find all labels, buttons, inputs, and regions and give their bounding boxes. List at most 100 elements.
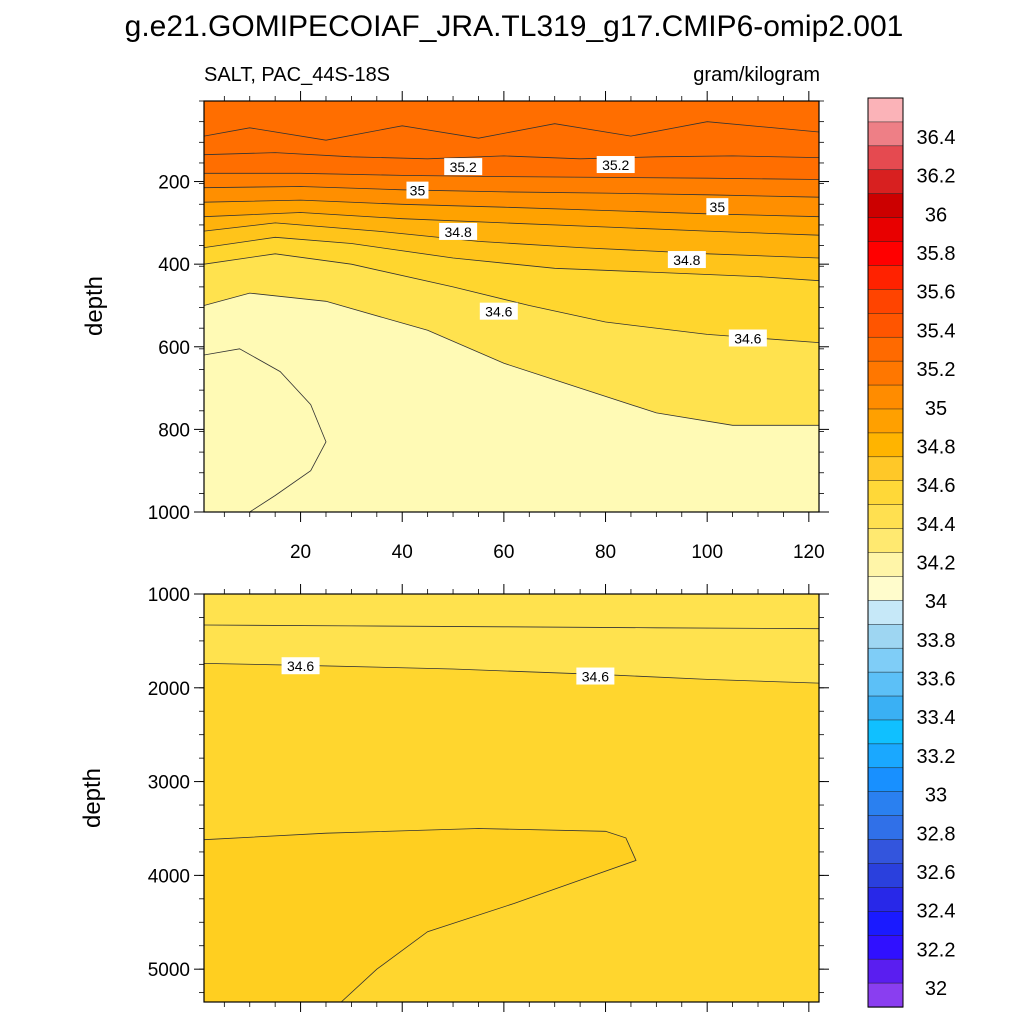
- colorbar-label: 34.2: [917, 553, 956, 575]
- colorbar-label: 35.2: [917, 359, 956, 381]
- top-panel: 35.2 35.2 35 35 34.8 34.8 34.6 34.6 200 400 600 800…: [148, 91, 829, 563]
- colorbar-swatch: [867, 217, 904, 243]
- contour-label: 34.6: [728, 329, 767, 347]
- y-tick-label: 1000: [148, 503, 190, 524]
- contour-line-34.6: [204, 236, 819, 282]
- y-tick-label: 2000: [148, 679, 190, 700]
- colorbar-label: 34.4: [917, 514, 956, 536]
- colorbar-swatch: [867, 121, 904, 147]
- contour-label: 34.6: [479, 302, 518, 320]
- colorbar-swatch: [867, 528, 904, 554]
- top-y-axis-label: depth: [81, 276, 108, 336]
- contour-fill-34.7: [204, 828, 636, 1002]
- contour-line-35.3: [204, 121, 819, 141]
- colorbar-swatch: [867, 552, 904, 578]
- colorbar-swatch: [867, 600, 904, 625]
- colorbar-swatch: [867, 863, 904, 889]
- colorbar-swatch: [867, 241, 904, 267]
- contour-label: 35: [406, 181, 429, 199]
- contour-line-34.8: [204, 212, 819, 236]
- contour-line-34.7: [204, 828, 637, 1002]
- x-tick-label: 100: [691, 542, 723, 563]
- colorbar-swatch: [867, 815, 904, 841]
- colorbar-label: 35.4: [917, 320, 956, 342]
- colorbar-swatch: [867, 647, 904, 673]
- plot-frame: [203, 100, 820, 513]
- y-tick-label: 200: [158, 173, 190, 194]
- y-tick-label: 800: [158, 420, 190, 441]
- contour-fill-35.3: [204, 101, 819, 141]
- colorbar-swatch: [867, 169, 904, 195]
- contour-label-text: 34.6: [734, 331, 761, 347]
- bottom-panel: 34.6 34.6 1000 2000 3000 4000 5000: [148, 584, 829, 1012]
- colorbar-swatch: [867, 624, 904, 649]
- contour-label: 35.2: [596, 156, 635, 174]
- colorbar-swatch: [867, 719, 904, 745]
- colorbar-swatch: [867, 145, 904, 171]
- contour-label-text: 35: [410, 183, 426, 199]
- contour-fill-34.3: [204, 348, 326, 512]
- contour-label-text: 34.6: [485, 304, 512, 320]
- colorbar-label: 32.6: [917, 862, 956, 884]
- top-right-string: gram/kilogram: [693, 64, 820, 86]
- colorbar-swatch: [867, 432, 904, 458]
- colorbar-swatch: [867, 743, 904, 769]
- contour-label: 35.2: [444, 158, 483, 176]
- colorbar-label: 33: [925, 785, 947, 807]
- contour-line-35.2: [204, 152, 819, 160]
- contour-label: 34.8: [667, 251, 706, 269]
- contour-line-35.1: [204, 172, 819, 180]
- colorbar-swatch: [867, 480, 904, 506]
- y-tick-label: 400: [158, 255, 190, 276]
- x-tick-label: 60: [493, 542, 514, 563]
- y-tick-label: 600: [158, 338, 190, 359]
- colorbar-label: 35.6: [917, 282, 956, 304]
- colorbar-swatch: [867, 360, 904, 386]
- colorbar-label: 35: [925, 398, 947, 420]
- y-tick-label: 3000: [148, 773, 190, 794]
- contour-label-text: 34.6: [287, 658, 314, 674]
- colorbar-swatch: [867, 839, 904, 865]
- colorbar-swatch: [867, 336, 904, 362]
- colorbar-label: 35.8: [917, 243, 956, 265]
- plot-frame: [203, 593, 820, 1003]
- colorbar-swatch: [867, 504, 904, 530]
- contour-line-34.5: [204, 253, 819, 343]
- contour-label-text: 35.2: [602, 157, 629, 173]
- colorbar-swatch: [867, 576, 904, 601]
- colorbar-label: 36.2: [917, 166, 956, 188]
- colorbar-label: 32.2: [917, 939, 956, 961]
- colorbar-swatch: [867, 289, 904, 314]
- contour-label: 34.6: [576, 667, 615, 685]
- contour-label-text: 35: [710, 199, 726, 215]
- colorbar-label: 36: [925, 204, 947, 226]
- x-tick-label: 40: [392, 542, 413, 563]
- colorbar-swatch: [867, 934, 904, 960]
- colorbar-label: 34.8: [917, 436, 956, 458]
- contour-line-34.7: [204, 222, 819, 259]
- contour-label: 34.6: [281, 657, 320, 675]
- contour-line-34.3: [204, 348, 327, 512]
- contour-label-text: 34.8: [445, 224, 472, 240]
- figure-title: g.e21.GOMIPECOIAF_JRA.TL319_g17.CMIP6-om…: [125, 10, 904, 43]
- y-tick-label: 5000: [148, 960, 190, 981]
- colorbar-swatch: [867, 958, 904, 984]
- colorbar-swatch: [867, 193, 904, 219]
- y-tick-label: 1000: [148, 585, 190, 606]
- colorbar-label: 32.4: [917, 901, 956, 923]
- colorbar-swatch: [867, 767, 904, 793]
- colorbar-label: 32: [925, 978, 947, 1000]
- bottom-y-axis-label: depth: [79, 768, 106, 828]
- contour-line-34.4: [204, 292, 819, 426]
- colorbar-swatch: [867, 671, 904, 697]
- colorbar-label: 32.8: [917, 823, 956, 845]
- colorbar-swatch: [867, 791, 904, 817]
- colorbar-label: 33.2: [917, 746, 956, 768]
- colorbar: 36.4 36.2 36 35.8 35.6 35.4 35.2 35 34.8 34.6 34.4…: [867, 97, 956, 1008]
- contour-line-35: [204, 186, 819, 198]
- x-tick-label: 20: [290, 542, 311, 563]
- contour-fill-34.5: [204, 594, 819, 629]
- contour-label: 35: [706, 198, 729, 216]
- colorbar-label: 34: [925, 591, 947, 613]
- colorbar-label: 33.6: [917, 669, 956, 691]
